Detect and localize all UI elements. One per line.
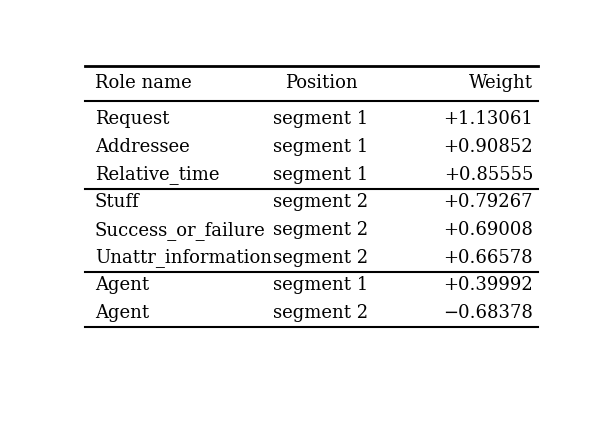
Text: Addressee: Addressee [95, 138, 190, 156]
Text: +0.79267: +0.79267 [444, 194, 533, 212]
Text: +1.13061: +1.13061 [443, 110, 533, 128]
Text: segment 1: segment 1 [274, 138, 368, 156]
Text: segment 1: segment 1 [274, 110, 368, 128]
Text: Agent: Agent [95, 304, 149, 322]
Text: segment 1: segment 1 [274, 276, 368, 294]
Text: +0.90852: +0.90852 [443, 138, 533, 156]
Text: +0.69008: +0.69008 [443, 221, 533, 239]
Text: Stuff: Stuff [95, 194, 139, 212]
Text: Agent: Agent [95, 276, 149, 294]
Text: +0.66578: +0.66578 [443, 249, 533, 267]
Text: Unattr_information: Unattr_information [95, 248, 272, 267]
Text: segment 2: segment 2 [274, 221, 368, 239]
Text: segment 2: segment 2 [274, 249, 368, 267]
Text: segment 2: segment 2 [274, 194, 368, 212]
Text: segment 2: segment 2 [274, 304, 368, 322]
Text: Relative_time: Relative_time [95, 165, 219, 184]
Text: segment 1: segment 1 [274, 166, 368, 184]
Text: Success_or_failure: Success_or_failure [95, 221, 266, 240]
Text: −0.68378: −0.68378 [443, 304, 533, 322]
Text: +0.39992: +0.39992 [443, 276, 533, 294]
Text: Request: Request [95, 110, 169, 128]
Text: Role name: Role name [95, 74, 192, 92]
Text: Weight: Weight [469, 74, 533, 92]
Text: Position: Position [285, 74, 358, 92]
Text: +0.85555: +0.85555 [444, 166, 533, 184]
